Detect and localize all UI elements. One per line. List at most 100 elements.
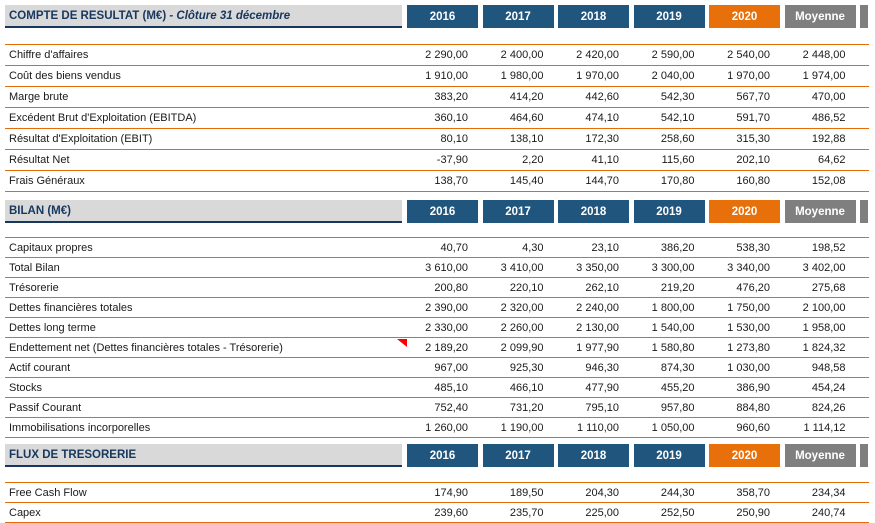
value-cell: 200,80: [434, 281, 468, 294]
value-cell: 542,10: [660, 112, 695, 124]
section-title-band: BILAN (M€): [5, 200, 402, 223]
right-edge-column-sliver: [860, 5, 868, 28]
value-cell: 476,20: [736, 281, 770, 294]
value-cell: 2 540,00: [727, 49, 770, 61]
row-label: Marge brute: [9, 91, 69, 103]
value-cell: 145,40: [509, 175, 544, 187]
value-cell: 360,10: [434, 112, 468, 124]
value-cell: 174,90: [434, 486, 468, 499]
row-values: 485,10 466,10 477,90 455,20 386,90 454,2…: [407, 382, 860, 394]
row-label: Frais Généraux: [9, 175, 85, 187]
table-row: Capitaux propres 40,70 4,30 23,10 386,20…: [5, 237, 869, 257]
section-rows: Capitaux propres 40,70 4,30 23,10 386,20…: [5, 237, 869, 438]
column-header-2019: 2019: [633, 200, 705, 223]
row-values: 360,10 464,60 474,10 542,10 591,70 486,5…: [407, 112, 860, 124]
column-header-2017: 2017: [482, 200, 554, 223]
row-label: Excédent Brut d'Exploitation (EBITDA): [9, 112, 197, 124]
column-header-2018: 2018: [558, 5, 629, 28]
value-cell: 144,70: [585, 175, 619, 187]
value-cell: 3 402,00: [802, 261, 846, 274]
value-cell: 2 590,00: [651, 49, 695, 61]
value-cell: 383,20: [434, 91, 468, 103]
value-cell: 2 130,00: [576, 321, 619, 334]
row-values: 1 260,00 1 190,00 1 110,00 1 050,00 960,…: [407, 422, 860, 434]
value-cell: 358,70: [736, 486, 770, 499]
value-cell: 23,10: [591, 241, 619, 254]
column-header-2017: 2017: [482, 5, 554, 28]
section-title: FLUX DE TRESORERIE: [9, 448, 137, 461]
value-cell: 138,10: [509, 133, 544, 145]
value-cell: 486,52: [811, 112, 846, 124]
column-header-2020: 2020: [709, 200, 780, 223]
row-label: Passif Courant: [9, 401, 82, 414]
value-cell: 442,60: [585, 91, 619, 103]
row-label: Trésorerie: [9, 281, 59, 294]
value-cell: 1 970,00: [727, 70, 770, 82]
value-cell: 1 190,00: [500, 421, 544, 434]
report-section: COMPTE DE RESULTAT (M€) - Clôture 31 déc…: [5, 5, 869, 192]
column-header-2019: 2019: [633, 444, 705, 467]
value-cell: 795,10: [585, 401, 619, 414]
value-cell: 474,10: [585, 112, 619, 124]
row-label: Dettes financières totales: [9, 301, 133, 314]
value-cell: 40,70: [440, 241, 468, 254]
value-cell: 957,80: [660, 401, 695, 414]
value-cell: 2 100,00: [802, 301, 846, 314]
value-cell: 225,00: [585, 506, 619, 519]
value-cell: 2 400,00: [500, 49, 544, 61]
row-label: Résultat Net: [9, 154, 70, 166]
table-row: Excédent Brut d'Exploitation (EBITDA) 36…: [5, 107, 869, 128]
row-values: 1 910,00 1 980,00 1 970,00 2 040,00 1 97…: [407, 70, 860, 82]
value-cell: 542,30: [660, 91, 695, 103]
value-cell: 466,10: [509, 381, 544, 394]
value-cell: 2 290,00: [425, 49, 468, 61]
value-cell: 1 958,00: [802, 321, 846, 334]
value-cell: 192,88: [811, 133, 846, 145]
row-values: 40,70 4,30 23,10 386,20 538,30 198,52: [407, 242, 860, 254]
value-cell: 234,34: [811, 486, 846, 499]
row-values: 752,40 731,20 795,10 957,80 884,80 824,2…: [407, 402, 860, 414]
value-cell: 235,70: [509, 506, 544, 519]
value-cell: 64,62: [817, 154, 846, 166]
table-row: Dettes financières totales 2 390,00 2 32…: [5, 297, 869, 317]
value-cell: 884,80: [736, 401, 770, 414]
value-cell: 2 320,00: [500, 301, 544, 314]
value-cell: 1 824,32: [802, 341, 846, 354]
value-cell: 1 540,00: [651, 321, 695, 334]
column-header-moyenne: Moyenne: [784, 444, 856, 467]
value-cell: 824,26: [811, 401, 846, 414]
value-cell: 4,30: [522, 241, 544, 254]
column-header-2019: 2019: [633, 5, 705, 28]
column-header-moyenne: Moyenne: [784, 200, 856, 223]
value-cell: 202,10: [736, 154, 770, 166]
section-header-row: BILAN (M€) 2016 2017 2018 2019 2020 Moye…: [5, 200, 869, 223]
value-cell: 752,40: [434, 401, 468, 414]
value-cell: 455,20: [660, 381, 695, 394]
value-cell: 115,60: [661, 154, 695, 166]
table-row: Coût des biens vendus 1 910,00 1 980,00 …: [5, 65, 869, 86]
section-rows: Free Cash Flow 174,90 189,50 204,30 244,…: [5, 482, 869, 523]
table-row: Endettement net (Dettes financières tota…: [5, 337, 869, 357]
row-values: 383,20 414,20 442,60 542,30 567,70 470,0…: [407, 91, 860, 103]
value-cell: 477,90: [585, 381, 619, 394]
value-cell: 198,52: [811, 241, 846, 254]
table-row: Dettes long terme 2 330,00 2 260,00 2 13…: [5, 317, 869, 337]
value-cell: 464,60: [509, 112, 544, 124]
value-cell: 470,00: [811, 91, 846, 103]
value-cell: 1 114,12: [803, 421, 846, 434]
value-cell: 3 340,00: [727, 261, 770, 274]
value-cell: 414,20: [509, 91, 544, 103]
section-title: BILAN (M€): [9, 204, 71, 217]
value-cell: 2 260,00: [500, 321, 544, 334]
value-cell: 874,30: [660, 361, 695, 374]
column-header-2017: 2017: [482, 444, 554, 467]
value-cell: 3 350,00: [576, 261, 619, 274]
row-values: 2 390,00 2 320,00 2 240,00 1 800,00 1 75…: [407, 302, 860, 314]
row-values: 967,00 925,30 946,30 874,30 1 030,00 948…: [407, 362, 860, 374]
value-cell: 2 240,00: [576, 301, 619, 314]
row-label: Chiffre d'affaires: [9, 49, 89, 61]
value-cell: 2 330,00: [425, 321, 468, 334]
table-row: Marge brute 383,20 414,20 442,60 542,30 …: [5, 86, 869, 107]
row-values: 174,90 189,50 204,30 244,30 358,70 234,3…: [407, 487, 860, 499]
